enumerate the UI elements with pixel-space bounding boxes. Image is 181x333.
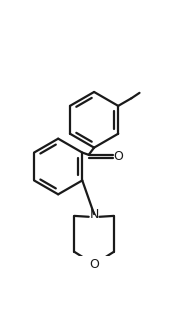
Text: O: O <box>113 150 123 163</box>
Text: N: N <box>89 207 99 220</box>
Text: O: O <box>89 258 99 271</box>
